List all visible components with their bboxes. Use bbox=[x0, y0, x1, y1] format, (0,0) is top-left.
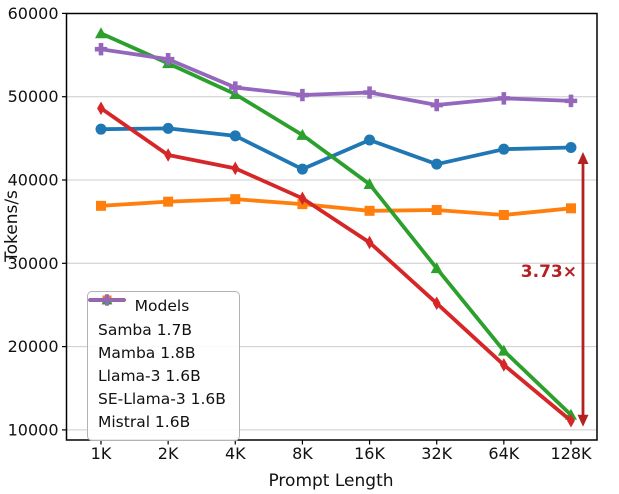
x-tick-label-16k: 16K bbox=[354, 444, 385, 463]
legend-item-samba-1-7b: Samba 1.7B bbox=[88, 295, 226, 341]
series-marker-se-llama-3-1-6b-64k bbox=[499, 358, 508, 372]
series-marker-llama-3-1-6b-8k bbox=[296, 128, 309, 140]
y-tick-label-20000: 20000 bbox=[8, 337, 59, 356]
x-tick-label-4k: 4K bbox=[225, 444, 246, 463]
series-line-se-llama-3-1-6b bbox=[99, 106, 573, 423]
plot-border bbox=[65, 12, 598, 441]
chart-legend: Models Samba 1.7B Mamba 1.8B Llama-3 1.6B S… bbox=[87, 291, 240, 441]
series-marker-llama-3-1-6b-1k bbox=[95, 27, 107, 39]
series-marker-mamba-1-8b-16k bbox=[364, 205, 375, 216]
legend-sample-mistral-1-6b bbox=[88, 294, 126, 306]
y-tick-label-50000: 50000 bbox=[8, 87, 59, 106]
legend-label: Llama-3 1.6B bbox=[98, 366, 201, 385]
series-line-mistral-1-6b bbox=[99, 47, 573, 107]
x-tick-label-64k: 64K bbox=[488, 444, 519, 463]
series-marker-se-llama-3-1-6b-32k bbox=[432, 296, 441, 311]
series-marker-samba-1-7b-1k bbox=[95, 123, 107, 135]
chart-annotation-group bbox=[577, 152, 589, 427]
speedup-arrowhead-down bbox=[577, 414, 589, 427]
series-marker-mistral-1-6b-4k bbox=[229, 81, 242, 94]
legend-label: Mamba 1.8B bbox=[98, 343, 196, 362]
series-marker-samba-1-7b-2k bbox=[162, 122, 174, 134]
x-tick-label-2k: 2K bbox=[158, 444, 179, 463]
series-marker-llama-3-1-6b-32k bbox=[430, 262, 443, 274]
series-marker-mistral-1-6b-1k bbox=[94, 43, 108, 56]
series-marker-mamba-1-8b-64k bbox=[498, 209, 509, 220]
series-marker-se-llama-3-1-6b-4k bbox=[231, 161, 240, 176]
legend-title: Models bbox=[134, 297, 190, 315]
legend-item-llama-3-1-6b: Llama-3 1.6B bbox=[88, 294, 226, 387]
legend-item-se-llama-3-1-6b: SE-Llama-3 1.6B bbox=[88, 293, 226, 410]
speedup-arrowhead-up bbox=[577, 152, 589, 165]
series-marker-mistral-1-6b-32k bbox=[430, 98, 443, 112]
series-line-samba-1-7b bbox=[99, 126, 573, 172]
series-line-mamba-1-8b bbox=[99, 197, 573, 217]
y-tick-label-40000: 40000 bbox=[8, 171, 59, 190]
x-tick-label-32k: 32K bbox=[421, 444, 452, 463]
series-marker-llama-3-1-6b-64k bbox=[497, 344, 510, 356]
series-marker-mistral-1-6b-2k bbox=[161, 53, 175, 66]
series-marker-mamba-1-8b-128k bbox=[565, 203, 576, 214]
legend-item-mamba-1-8b: Mamba 1.8B bbox=[88, 295, 226, 364]
series-marker-mamba-1-8b-1k bbox=[96, 200, 106, 211]
series-line-llama-3-1-6b bbox=[99, 31, 573, 417]
speedup-annotation: 3.73× bbox=[521, 262, 577, 282]
series-marker-mistral-1-6b-128k bbox=[564, 94, 578, 108]
legend-sample-marker-plus-filled bbox=[101, 294, 113, 306]
chart-series-group bbox=[94, 27, 578, 428]
series-marker-samba-1-7b-8k bbox=[296, 163, 308, 175]
y-tick-label-10000: 10000 bbox=[8, 420, 59, 439]
series-marker-llama-3-1-6b-16k bbox=[363, 177, 376, 189]
series-marker-samba-1-7b-16k bbox=[364, 134, 376, 146]
chart-gridlines-group: 10000 20000 30000 40000 50000 60000 1K 2K 4K 8K 16… bbox=[8, 4, 598, 463]
legend-label: Samba 1.7B bbox=[98, 320, 192, 339]
series-marker-mistral-1-6b-8k bbox=[296, 88, 309, 102]
series-marker-mamba-1-8b-32k bbox=[431, 204, 442, 215]
series-marker-samba-1-7b-128k bbox=[565, 142, 577, 154]
series-marker-se-llama-3-1-6b-128k bbox=[567, 413, 575, 428]
legend-label: Mistral 1.6B bbox=[98, 412, 191, 431]
series-marker-se-llama-3-1-6b-1k bbox=[97, 101, 105, 116]
legend-label: SE-Llama-3 1.6B bbox=[98, 389, 226, 408]
y-axis-label: Tokens/s bbox=[2, 190, 22, 263]
series-marker-se-llama-3-1-6b-16k bbox=[365, 235, 374, 250]
legend-item-mistral-1-6b: Mistral 1.6B bbox=[88, 294, 226, 433]
series-marker-se-llama-3-1-6b-8k bbox=[298, 191, 307, 206]
x-axis-label: Prompt Length bbox=[268, 471, 393, 491]
series-marker-mistral-1-6b-64k bbox=[497, 92, 511, 105]
series-marker-samba-1-7b-32k bbox=[431, 158, 443, 170]
y-tick-label-60000: 60000 bbox=[8, 4, 59, 23]
legend-rows: Samba 1.7B Mamba 1.8B Llama-3 1.6B SE-Llama… bbox=[88, 293, 226, 433]
y-tick-label-30000: 30000 bbox=[8, 254, 59, 273]
x-tick-label-1k: 1K bbox=[91, 444, 112, 463]
series-marker-samba-1-7b-64k bbox=[498, 143, 510, 155]
series-marker-mamba-1-8b-2k bbox=[163, 196, 174, 207]
x-tick-label-8k: 8K bbox=[292, 444, 313, 463]
series-marker-samba-1-7b-4k bbox=[229, 130, 241, 142]
series-marker-se-llama-3-1-6b-2k bbox=[164, 148, 173, 162]
series-marker-mamba-1-8b-4k bbox=[230, 194, 241, 205]
series-marker-mistral-1-6b-16k bbox=[363, 86, 376, 99]
x-tick-label-128k: 128K bbox=[550, 444, 592, 463]
